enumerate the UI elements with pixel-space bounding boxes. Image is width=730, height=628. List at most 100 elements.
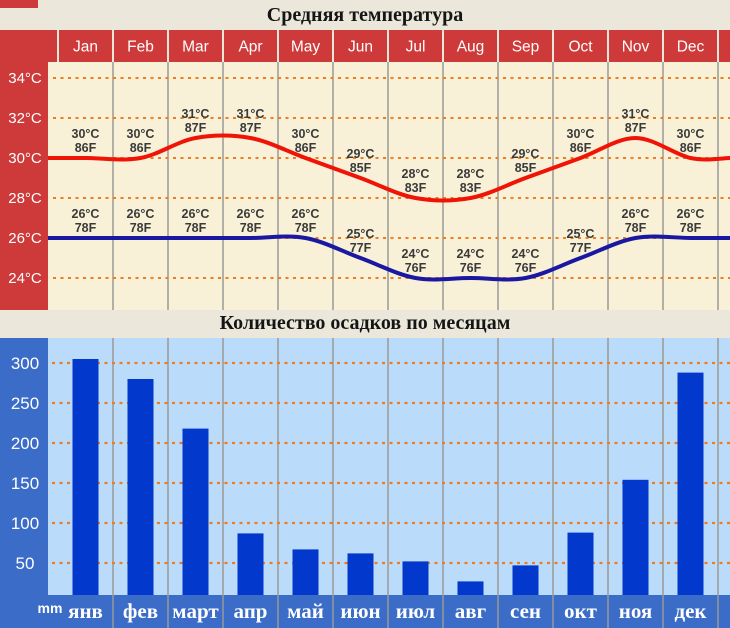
- average-high-label-c: 30°C: [567, 127, 595, 141]
- temp-y-tick-labels: 34°C 32°C 30°C 28°C 26°C 24°C: [8, 70, 42, 287]
- average-low-label-f: 78F: [185, 221, 207, 235]
- temp-header-separators: [57, 30, 719, 62]
- month-header-label: May: [291, 39, 321, 56]
- temp-y-tick-label: 24°C: [8, 270, 42, 287]
- average-low-label-f: 78F: [240, 221, 262, 235]
- temp-horizontal-gridlines: [53, 77, 730, 279]
- precip-bar: [567, 532, 594, 595]
- precip-month-label: авг: [455, 599, 486, 623]
- month-header-label: Sep: [512, 39, 540, 56]
- precip-month-label: апр: [233, 599, 267, 623]
- precip-bar: [292, 549, 319, 595]
- month-header-label: Dec: [677, 39, 705, 56]
- average-high-label-f: 86F: [75, 141, 97, 155]
- precip-y-tick-label: 150: [11, 474, 39, 493]
- precip-unit-label: mm: [38, 600, 63, 616]
- precip-y-tick-label: 250: [11, 394, 39, 413]
- average-high-label-f: 86F: [680, 141, 702, 155]
- temp-high-line: [47, 133, 730, 203]
- precip-month-label: дек: [674, 599, 707, 623]
- precip-month-label: янв: [68, 599, 103, 623]
- precip-y-tick-labels: 300 250 200 150 100 50: [11, 354, 39, 573]
- temp-month-labels: Jan Feb Mar Apr May Jun Jul Aug Sep Oct Nov Dec: [73, 39, 705, 56]
- precip-bar: [622, 479, 649, 595]
- temperature-chart: Jan Feb Mar Apr May Jun Jul Aug Sep Oct Nov Dec 34°C…: [0, 30, 730, 310]
- average-low-label-f: 78F: [625, 221, 647, 235]
- precip-bars: [72, 359, 704, 595]
- month-header-label: Mar: [182, 39, 209, 56]
- average-high-label-c: 29°C: [347, 147, 375, 161]
- average-high-label-c: 31°C: [237, 107, 265, 121]
- average-low-label-c: 26°C: [292, 207, 320, 221]
- average-low-label-c: 26°C: [677, 207, 705, 221]
- precip-horizontal-gridlines: [52, 361, 730, 565]
- temp-y-tick-label: 26°C: [8, 230, 42, 247]
- temp-low-line: [47, 234, 730, 282]
- month-header-label: Jun: [348, 39, 373, 56]
- average-high-label-c: 31°C: [622, 107, 650, 121]
- temp-y-tick-label: 34°C: [8, 70, 42, 87]
- month-header-label: Jul: [406, 39, 426, 56]
- precip-y-axis-strip: [0, 338, 48, 628]
- precip-bar: [182, 428, 209, 595]
- precip-y-tick-label: 200: [11, 434, 39, 453]
- average-high-label-f: 83F: [405, 181, 427, 195]
- average-high-label-c: 30°C: [677, 127, 705, 141]
- average-low-label-c: 26°C: [182, 207, 210, 221]
- average-low-label-f: 76F: [460, 261, 482, 275]
- average-high-label-f: 86F: [130, 141, 152, 155]
- average-low-label-c: 24°C: [512, 247, 540, 261]
- average-high-label-c: 28°C: [457, 167, 485, 181]
- average-low-label-c: 25°C: [347, 227, 375, 241]
- average-high-label-c: 30°C: [72, 127, 100, 141]
- average-low-label-f: 76F: [515, 261, 537, 275]
- average-high-label-f: 87F: [240, 121, 262, 135]
- average-high-label-f: 86F: [570, 141, 592, 155]
- average-low-label-f: 77F: [350, 241, 372, 255]
- precip-y-tick-label: 100: [11, 514, 39, 533]
- average-low-label-c: 25°C: [567, 227, 595, 241]
- precip-month-labels: янв фев март апр май июн июл авг сен окт ноя дек: [68, 599, 707, 623]
- precip-bar: [127, 379, 154, 595]
- average-low-label-f: 78F: [680, 221, 702, 235]
- month-header-label: Aug: [457, 39, 485, 56]
- precip-bar: [512, 565, 539, 595]
- precip-month-label: июл: [396, 599, 436, 623]
- precip-plot-area: [48, 338, 730, 595]
- precip-bar: [677, 372, 704, 595]
- precip-month-label: май: [287, 599, 324, 623]
- average-high-label-f: 87F: [625, 121, 647, 135]
- precip-month-label: сен: [510, 599, 541, 623]
- month-header-label: Oct: [568, 39, 593, 56]
- average-low-label-c: 26°C: [622, 207, 650, 221]
- precip-bar: [402, 561, 429, 595]
- precip-bar: [72, 359, 99, 595]
- average-low-label-c: 26°C: [72, 207, 100, 221]
- precip-y-tick-label: 50: [16, 554, 35, 573]
- temp-y-tick-label: 30°C: [8, 150, 42, 167]
- average-high-label-c: 28°C: [402, 167, 430, 181]
- precip-month-label: март: [172, 599, 219, 623]
- average-low-label-f: 78F: [130, 221, 152, 235]
- precip-bar: [347, 553, 374, 595]
- average-high-label-c: 29°C: [512, 147, 540, 161]
- average-high-label-c: 31°C: [182, 107, 210, 121]
- average-low-label-f: 78F: [75, 221, 97, 235]
- precip-bar: [237, 533, 264, 595]
- precip-month-label: июн: [340, 599, 380, 623]
- average-high-label-f: 85F: [515, 161, 537, 175]
- average-high-label-c: 30°C: [127, 127, 155, 141]
- precip-bar: [457, 581, 484, 595]
- average-high-label-f: 83F: [460, 181, 482, 195]
- month-header-label: Apr: [238, 39, 262, 56]
- temperature-chart-title: Средняя температура: [266, 4, 464, 26]
- average-high-label-c: 30°C: [292, 127, 320, 141]
- average-high-label-f: 86F: [295, 141, 317, 155]
- temp-y-axis-strip: [0, 62, 48, 310]
- average-low-label-f: 77F: [570, 241, 592, 255]
- month-header-label: Nov: [622, 39, 650, 56]
- average-low-label-c: 26°C: [237, 207, 265, 221]
- precip-month-label: окт: [564, 599, 598, 623]
